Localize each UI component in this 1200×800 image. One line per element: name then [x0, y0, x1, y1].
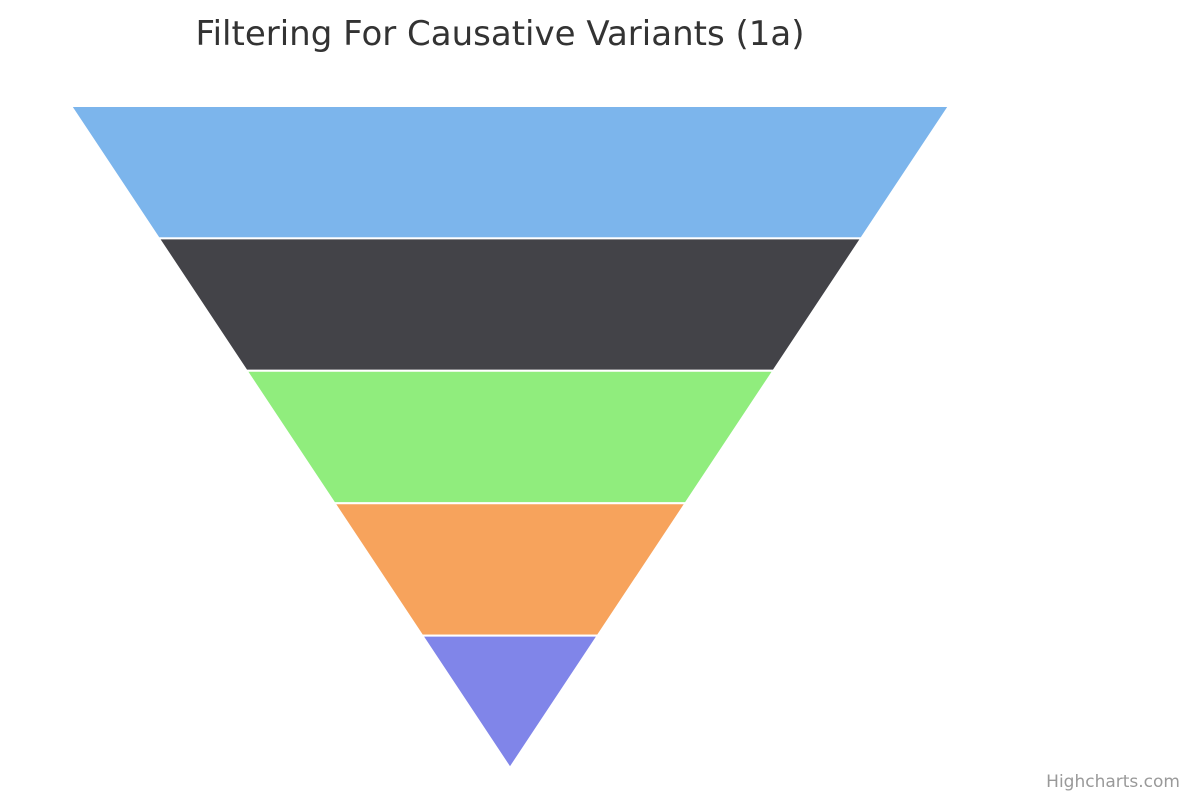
funnel-slice-1[interactable]	[70, 105, 950, 240]
funnel-slice-2[interactable]	[157, 237, 863, 372]
funnel-slice-4[interactable]	[333, 502, 687, 637]
credits-link[interactable]: Highcharts.com	[1046, 772, 1180, 792]
chart-title: Filtering For Causative Variants (1a)	[195, 14, 805, 54]
funnel-slice-3[interactable]	[245, 369, 775, 505]
funnel-slice-5[interactable]	[421, 634, 599, 769]
